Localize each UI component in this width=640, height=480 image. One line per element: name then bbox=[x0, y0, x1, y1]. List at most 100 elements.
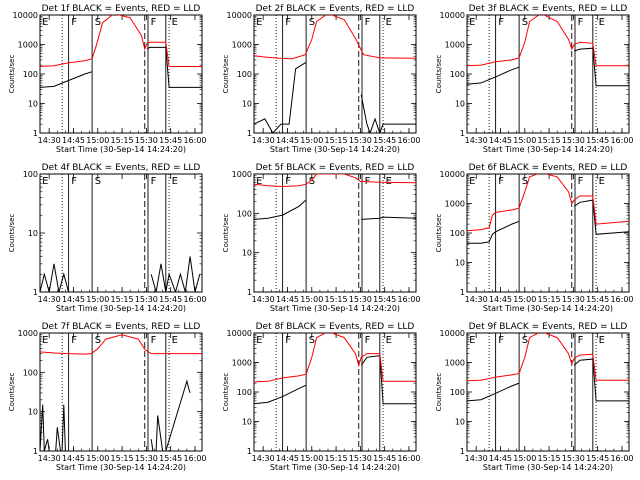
x-tick-label: 16:00 bbox=[183, 454, 206, 463]
y-tick-label: 10000 bbox=[13, 11, 38, 20]
plot-frame bbox=[253, 332, 417, 452]
region-label: F bbox=[285, 335, 291, 346]
plot-frame bbox=[253, 173, 417, 293]
region-label: F bbox=[498, 335, 504, 346]
region-label: S bbox=[95, 176, 101, 187]
y-axis-label: Counts/sec bbox=[222, 373, 230, 412]
series-line-black bbox=[467, 199, 629, 244]
y-axis-label: Counts/sec bbox=[8, 55, 16, 94]
series-line-black bbox=[40, 256, 201, 292]
panel-title: Det 6f BLACK = Events, RED = LLD bbox=[469, 163, 628, 173]
x-tick-label: 14:45 bbox=[276, 136, 299, 145]
panel-title: Det 4f BLACK = Events, RED = LLD bbox=[42, 163, 201, 173]
x-tick-label: 15:45 bbox=[159, 454, 182, 463]
region-label: F bbox=[498, 17, 504, 28]
x-axis-label: Start Time (30-Sep-14 14:24:20) bbox=[483, 463, 613, 472]
y-tick-label: 10000 bbox=[440, 170, 465, 179]
y-tick-label: 1000 bbox=[18, 329, 38, 338]
x-tick-label: 14:45 bbox=[489, 136, 512, 145]
region-label: S bbox=[309, 176, 315, 187]
x-tick-label: 15:00 bbox=[86, 295, 109, 304]
y-axis-label: Counts/sec bbox=[222, 55, 230, 94]
region-label: F bbox=[285, 176, 291, 187]
region-label: E bbox=[599, 17, 605, 28]
region-label: E bbox=[42, 176, 48, 187]
x-tick-label: 16:00 bbox=[183, 295, 206, 304]
plot-frame bbox=[39, 332, 203, 452]
y-tick-label: 10 bbox=[28, 100, 38, 109]
y-tick-label: 10 bbox=[242, 418, 252, 427]
plot-frame bbox=[466, 173, 630, 293]
x-tick-label: 15:15 bbox=[111, 454, 134, 463]
x-tick-label: 15:45 bbox=[159, 295, 182, 304]
x-tick-label: 15:15 bbox=[111, 136, 134, 145]
y-tick-label: 1000 bbox=[445, 200, 465, 209]
x-tick-label: 15:30 bbox=[135, 454, 158, 463]
region-label: S bbox=[95, 17, 101, 28]
panel-det-1: Det 1f BLACK = Events, RED = LLD 1 10 100 10… bbox=[8, 4, 207, 154]
y-tick-label: 1000 bbox=[232, 170, 252, 179]
y-axis-label: Counts/sec bbox=[8, 373, 16, 412]
x-tick-label: 14:30 bbox=[38, 136, 61, 145]
y-tick-label: 100 bbox=[237, 388, 252, 397]
x-axis-label: Start Time (30-Sep-14 14:24:20) bbox=[56, 145, 186, 154]
x-tick-label: 15:15 bbox=[325, 136, 348, 145]
region-label: S bbox=[309, 335, 315, 346]
x-tick-label: 14:30 bbox=[465, 295, 488, 304]
y-tick-label: 1 bbox=[460, 288, 465, 297]
x-tick-label: 15:00 bbox=[86, 454, 109, 463]
y-tick-label: 10 bbox=[28, 229, 38, 238]
plot-frame bbox=[253, 14, 417, 134]
y-tick-label: 1 bbox=[33, 447, 38, 456]
x-axis-label: Start Time (30-Sep-14 14:24:20) bbox=[270, 463, 400, 472]
region-label: E bbox=[172, 176, 178, 187]
series-line-black bbox=[254, 61, 416, 133]
panel-title: Det 1f BLACK = Events, RED = LLD bbox=[42, 4, 201, 14]
y-tick-label: 1000 bbox=[18, 41, 38, 50]
region-label: F bbox=[151, 335, 157, 346]
y-tick-label: 1 bbox=[247, 129, 252, 138]
x-tick-label: 16:00 bbox=[610, 295, 633, 304]
x-tick-label: 14:45 bbox=[489, 295, 512, 304]
x-tick-label: 15:15 bbox=[111, 295, 134, 304]
x-tick-label: 14:45 bbox=[276, 454, 299, 463]
y-tick-label: 10 bbox=[242, 249, 252, 258]
region-label: F bbox=[365, 17, 371, 28]
y-tick-label: 100 bbox=[237, 70, 252, 79]
panel-title: Det 8f BLACK = Events, RED = LLD bbox=[256, 322, 415, 332]
x-tick-label: 15:00 bbox=[513, 136, 536, 145]
x-tick-label: 15:30 bbox=[135, 295, 158, 304]
x-tick-label: 15:45 bbox=[586, 136, 609, 145]
region-label: F bbox=[578, 17, 584, 28]
x-tick-label: 15:00 bbox=[86, 136, 109, 145]
region-label: F bbox=[151, 17, 157, 28]
panel-det-5: Det 5f BLACK = Events, RED = LLD 1 10 100 10… bbox=[222, 163, 421, 313]
y-tick-label: 1000 bbox=[445, 359, 465, 368]
region-label: E bbox=[256, 335, 262, 346]
x-tick-label: 15:30 bbox=[349, 136, 372, 145]
x-tick-label: 15:30 bbox=[562, 136, 585, 145]
x-tick-label: 15:30 bbox=[135, 136, 158, 145]
x-tick-label: 15:15 bbox=[538, 136, 561, 145]
region-label: F bbox=[285, 17, 291, 28]
x-axis-label: Start Time (30-Sep-14 14:24:20) bbox=[483, 145, 613, 154]
x-axis-label: Start Time (30-Sep-14 14:24:20) bbox=[56, 463, 186, 472]
y-tick-label: 1000 bbox=[232, 41, 252, 50]
panel-det-6: Det 6f BLACK = Events, RED = LLD 1 10 100 10… bbox=[435, 163, 634, 313]
y-axis-label: Counts/sec bbox=[435, 55, 443, 94]
x-tick-label: 16:00 bbox=[610, 136, 633, 145]
y-tick-label: 1000 bbox=[445, 41, 465, 50]
x-axis-label: Start Time (30-Sep-14 14:24:20) bbox=[270, 304, 400, 313]
y-tick-label: 10 bbox=[455, 418, 465, 427]
region-label: F bbox=[71, 335, 77, 346]
region-label: E bbox=[386, 176, 392, 187]
y-tick-label: 100 bbox=[450, 70, 465, 79]
x-tick-label: 14:45 bbox=[62, 454, 85, 463]
y-tick-label: 1 bbox=[247, 447, 252, 456]
region-label: S bbox=[95, 335, 101, 346]
y-tick-label: 10 bbox=[455, 100, 465, 109]
region-label: E bbox=[469, 335, 475, 346]
y-tick-label: 10000 bbox=[440, 11, 465, 20]
x-tick-label: 15:45 bbox=[373, 454, 396, 463]
y-tick-label: 10000 bbox=[227, 329, 252, 338]
